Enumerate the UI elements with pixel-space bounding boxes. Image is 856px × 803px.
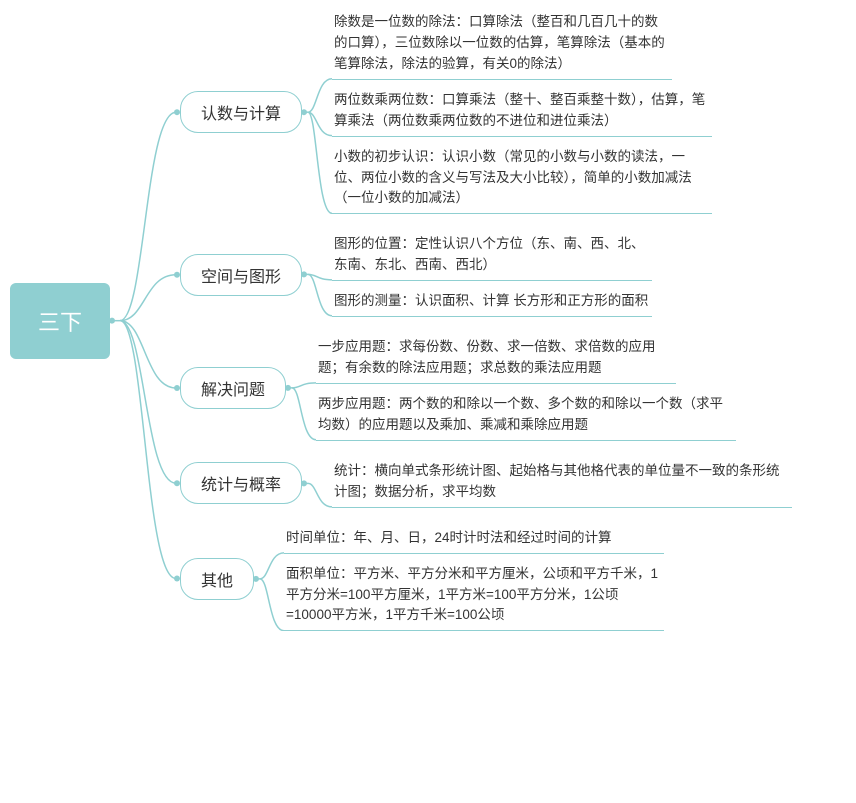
root-node: 三下 xyxy=(10,283,110,359)
leaves-container: 时间单位：年、月、日，24时计时法和经过时间的计算面积单位：平方米、平方分米和平… xyxy=(284,526,664,632)
leaf-node: 除数是一位数的除法：口算除法（整百和几百几十的数的口算），三位数除以一位数的估算… xyxy=(332,10,672,80)
leaves-container: 统计：横向单式条形统计图、起始格与其他格代表的单位量不一致的条形统计图；数据分析… xyxy=(332,459,792,508)
branch-connector xyxy=(286,335,316,441)
branch-row: 统计与概率统计：横向单式条形统计图、起始格与其他格代表的单位量不一致的条形统计图… xyxy=(180,459,792,508)
branch-node: 解决问题 xyxy=(180,367,286,409)
leaf-node: 图形的位置：定性认识八个方位（东、南、西、北、东南、东北、西南、西北） xyxy=(332,232,652,281)
branches-container: 认数与计算除数是一位数的除法：口算除法（整百和几百几十的数的口算），三位数除以一… xyxy=(180,10,792,631)
branch-connector xyxy=(302,459,332,508)
branch-connector xyxy=(254,526,284,632)
branch-node: 统计与概率 xyxy=(180,462,302,504)
leaf-node: 面积单位：平方米、平方分米和平方厘米，公顷和平方千米，1平方分米=100平方厘米… xyxy=(284,562,664,632)
branch-row: 解决问题一步应用题：求每份数、份数、求一倍数、求倍数的应用题；有余数的除法应用题… xyxy=(180,335,792,441)
leaves-container: 图形的位置：定性认识八个方位（东、南、西、北、东南、东北、西南、西北） 图形的测量… xyxy=(332,232,652,317)
branch-node: 空间与图形 xyxy=(180,254,302,296)
leaf-node: 统计：横向单式条形统计图、起始格与其他格代表的单位量不一致的条形统计图；数据分析… xyxy=(332,459,792,508)
branch-row: 其他时间单位：年、月、日，24时计时法和经过时间的计算面积单位：平方米、平方分米… xyxy=(180,526,792,632)
branch-row: 空间与图形图形的位置：定性认识八个方位（东、南、西、北、东南、东北、西南、西北）… xyxy=(180,232,792,317)
leaves-container: 一步应用题：求每份数、份数、求一倍数、求倍数的应用题；有余数的除法应用题；求总数… xyxy=(316,335,736,441)
leaf-node: 图形的测量：认识面积、计算 长方形和正方形的面积 xyxy=(332,289,652,317)
leaf-node: 一步应用题：求每份数、份数、求一倍数、求倍数的应用题；有余数的除法应用题；求总数… xyxy=(316,335,676,384)
branch-node: 认数与计算 xyxy=(180,91,302,133)
branch-connector xyxy=(302,232,332,317)
branch-node: 其他 xyxy=(180,558,254,600)
branch-row: 认数与计算除数是一位数的除法：口算除法（整百和几百几十的数的口算），三位数除以一… xyxy=(180,10,792,214)
leaf-node: 时间单位：年、月、日，24时计时法和经过时间的计算 xyxy=(284,526,664,554)
leaves-container: 除数是一位数的除法：口算除法（整百和几百几十的数的口算），三位数除以一位数的估算… xyxy=(332,10,712,214)
leaf-node: 两位数乘两位数：口算乘法（整十、整百乘整十数），估算，笔算乘法（两位数乘两位数的… xyxy=(332,88,712,137)
branch-connector xyxy=(302,10,332,214)
leaf-node: 两步应用题：两个数的和除以一个数、多个数的和除以一个数（求平均数）的应用题以及乘… xyxy=(316,392,736,441)
leaf-node: 小数的初步认识：认识小数（常见的小数与小数的读法，一位、两位小数的含义与写法及大… xyxy=(332,145,712,215)
root-connector xyxy=(110,10,180,631)
